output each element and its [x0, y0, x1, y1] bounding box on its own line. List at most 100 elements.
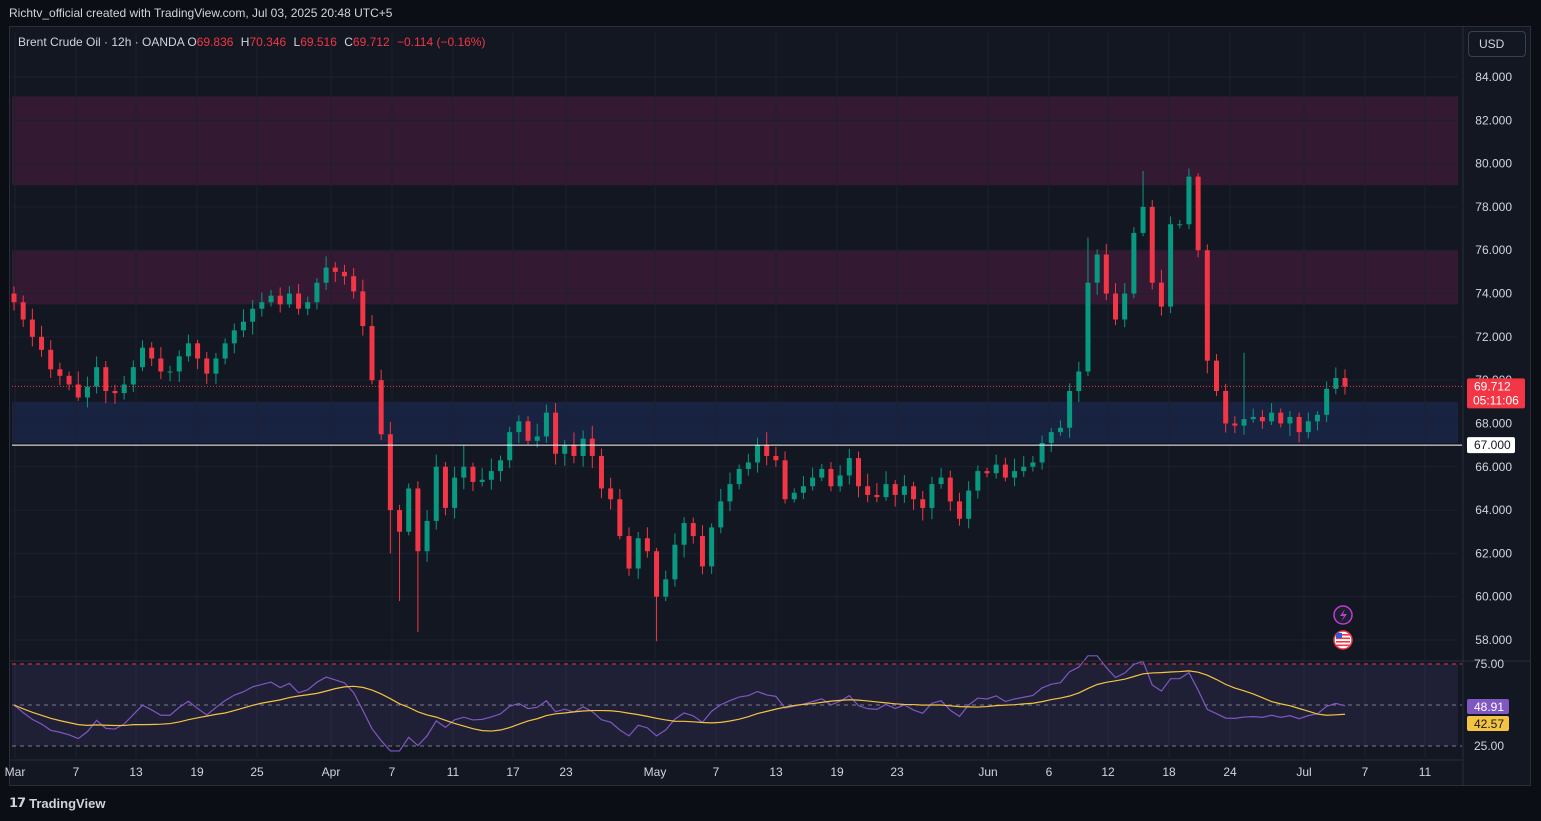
- candle-body-134: [1241, 419, 1247, 426]
- candle-body-102: [947, 477, 953, 502]
- candle-body-75: [699, 536, 705, 567]
- candle-body-56: [525, 421, 531, 441]
- candle-body-93: [865, 486, 871, 495]
- time-tick-19: 24: [1223, 765, 1237, 779]
- candle-body-128: [1186, 176, 1192, 225]
- candle-body-50: [470, 466, 476, 482]
- candle-body-111: [1030, 462, 1036, 467]
- open-value: 69.836: [196, 35, 234, 49]
- candle-body-3: [39, 336, 45, 350]
- candle-body-79: [736, 468, 742, 485]
- candle-body-23: [222, 343, 228, 359]
- low-value: 69.516: [300, 35, 337, 49]
- candle-body-36: [341, 271, 347, 277]
- time-tick-18: 18: [1162, 765, 1176, 779]
- candle-body-68: [635, 538, 641, 569]
- candle-body-132: [1223, 390, 1229, 424]
- candle-body-38: [360, 291, 366, 327]
- rsi-ma-line: [13, 670, 1346, 732]
- price-tick-1: 82.000: [1475, 113, 1512, 127]
- price-tick-3: 78.000: [1475, 200, 1512, 214]
- time-tick-2: 13: [129, 765, 143, 779]
- price-tick-0: 84.000: [1475, 70, 1512, 84]
- candle-body-29: [277, 295, 283, 305]
- candle-body-26: [250, 308, 256, 322]
- candle-body-46: [433, 466, 439, 521]
- time-tick-16: 6: [1046, 765, 1053, 779]
- candle-body-122: [1131, 232, 1137, 294]
- candle-body-99: [920, 499, 926, 508]
- candle-body-130: [1204, 250, 1210, 361]
- zone-demand-2: [12, 401, 1458, 443]
- candle-body-116: [1076, 371, 1082, 391]
- candle-body-109: [1012, 471, 1018, 478]
- candle-body-135: [1250, 416, 1256, 420]
- candle-body-13: [130, 367, 136, 385]
- time-tick-22: 11: [1419, 765, 1432, 779]
- candle-body-31: [296, 293, 302, 309]
- price-tick-10: 64.000: [1475, 503, 1512, 517]
- currency-button[interactable]: USD: [1468, 31, 1526, 57]
- candle-body-89: [828, 468, 834, 487]
- candle-body-133: [1232, 423, 1238, 426]
- candle-body-67: [626, 536, 632, 569]
- zones-layer: [12, 96, 1458, 443]
- candle-body-139: [1287, 416, 1293, 424]
- candle-body-25: [240, 321, 246, 331]
- candle-body-98: [911, 486, 917, 500]
- candle-body-18: [176, 356, 182, 372]
- time-tick-8: 17: [506, 765, 520, 779]
- candle-body-49: [461, 466, 467, 478]
- candle-body-143: [1324, 388, 1330, 415]
- tradingview-logo-icon: 𝟭𝟳: [9, 795, 26, 810]
- time-tick-4: 25: [250, 765, 264, 779]
- candle-body-112: [1039, 442, 1045, 463]
- time-tick-1: 7: [73, 765, 80, 779]
- candle-body-129: [1195, 176, 1201, 251]
- high-label: H: [240, 35, 250, 49]
- time-tick-7: 11: [447, 765, 460, 779]
- candle-body-80: [745, 462, 751, 469]
- candle-body-119: [1103, 254, 1109, 294]
- open-label: O: [187, 35, 197, 49]
- candle-body-52: [488, 471, 494, 480]
- candle-body-124: [1149, 206, 1155, 283]
- candle-body-110: [1021, 466, 1027, 472]
- candle-body-72: [672, 544, 678, 580]
- candle-body-42: [397, 510, 403, 532]
- time-tick-17: 12: [1101, 765, 1115, 779]
- rsi-level-tick-0: 75.00: [1474, 657, 1504, 671]
- candle-body-77: [718, 501, 724, 528]
- candle-body-51: [479, 479, 485, 482]
- candle-body-45: [424, 520, 430, 552]
- candle-body-137: [1269, 412, 1275, 422]
- time-tick-5: Apr: [322, 765, 341, 779]
- candle-body-83: [773, 455, 779, 461]
- candle-body-88: [819, 468, 825, 478]
- candle-body-4: [48, 349, 54, 370]
- candle-body-138: [1278, 412, 1284, 424]
- lightning-icon: [1333, 605, 1353, 625]
- candle-body-131: [1213, 360, 1219, 391]
- candle-body-100: [929, 484, 935, 508]
- candle-body-30: [286, 293, 292, 305]
- candle-body-107: [993, 464, 999, 474]
- candle-body-126: [1168, 224, 1174, 307]
- candle-body-73: [681, 523, 687, 545]
- candle-body-64: [598, 455, 604, 489]
- candle-body-17: [167, 371, 173, 373]
- close-value: 69.712: [352, 35, 390, 49]
- candle-body-40: [378, 380, 384, 435]
- candle-body-84: [782, 460, 788, 500]
- level-value: 67.000: [1474, 438, 1511, 452]
- candle-body-113: [1048, 432, 1054, 443]
- candle-body-117: [1085, 282, 1091, 372]
- candle-body-82: [764, 445, 770, 456]
- candle-body-87: [810, 477, 816, 487]
- candle-body-20: [195, 343, 201, 359]
- candle-body-96: [892, 484, 898, 495]
- price-tick-11: 62.000: [1475, 546, 1512, 560]
- candle-body-103: [956, 501, 962, 519]
